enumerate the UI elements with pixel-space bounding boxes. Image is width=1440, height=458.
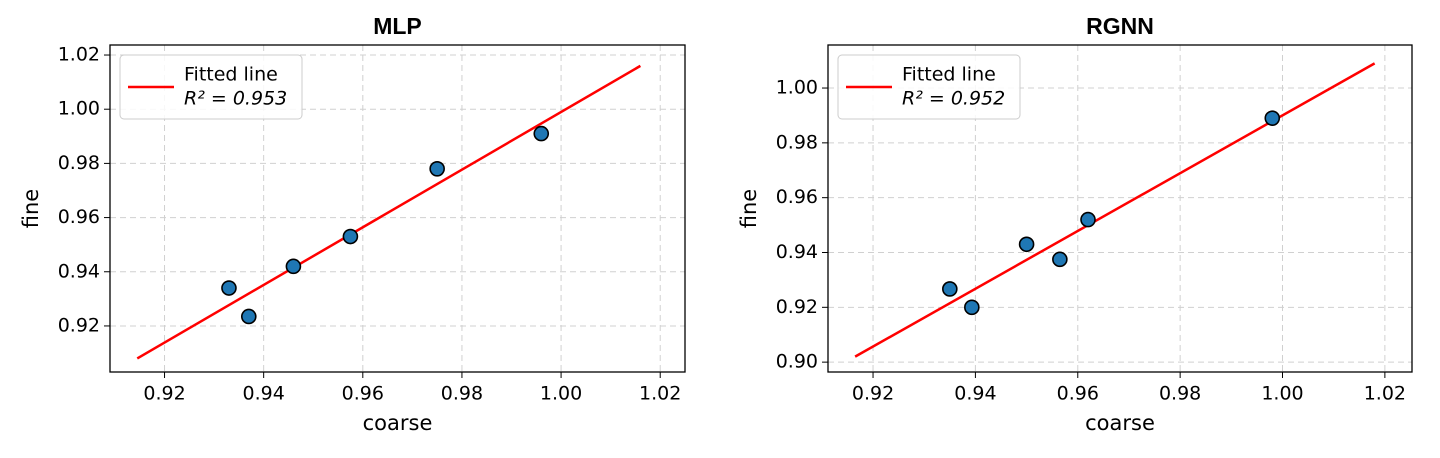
x-tick-label: 0.92 bbox=[852, 383, 894, 405]
fitted-line bbox=[136, 64, 642, 360]
x-tick-label: 0.98 bbox=[441, 383, 483, 405]
x-tick-label: 0.96 bbox=[342, 383, 384, 405]
y-tick-label: 0.92 bbox=[776, 296, 818, 318]
axes-frame bbox=[827, 44, 1413, 373]
scatter-point bbox=[342, 228, 359, 245]
scatter-point bbox=[1052, 251, 1068, 268]
scatter-point bbox=[1080, 211, 1096, 228]
scatter-point bbox=[240, 308, 257, 325]
x-tick-label: 0.98 bbox=[1159, 383, 1201, 405]
x-tick-label: 1.00 bbox=[1261, 383, 1303, 405]
chart-title: MLP bbox=[373, 13, 422, 39]
scatter-point bbox=[942, 281, 958, 297]
legend-note: R² = 0.952 bbox=[902, 88, 1005, 110]
y-tick-label: 0.92 bbox=[58, 314, 100, 336]
x-tick-label: 0.94 bbox=[243, 383, 285, 405]
scatter-point bbox=[429, 161, 445, 177]
legend-box bbox=[837, 54, 1021, 120]
scatter-point bbox=[1264, 110, 1281, 126]
legend-box bbox=[119, 54, 303, 120]
x-tick-label: 0.96 bbox=[1057, 383, 1099, 405]
chart-title: RGNN bbox=[1086, 13, 1154, 39]
x-axis-label: coarse bbox=[1085, 411, 1155, 435]
x-tick-label: 0.92 bbox=[143, 383, 185, 405]
scatter-point bbox=[1018, 236, 1035, 253]
y-tick-label: 0.96 bbox=[58, 206, 100, 228]
x-tick-label: 0.94 bbox=[954, 383, 996, 405]
y-tick-label: 1.02 bbox=[58, 44, 100, 66]
y-tick-label: 1.00 bbox=[776, 77, 818, 99]
legend-note: R² = 0.953 bbox=[184, 88, 287, 110]
legend-label: Fitted line bbox=[902, 64, 996, 86]
x-axis-label: coarse bbox=[363, 411, 433, 435]
x-tick-label: 1.02 bbox=[639, 383, 681, 405]
y-tick-label: 0.94 bbox=[776, 241, 818, 263]
legend-label: Fitted line bbox=[184, 64, 278, 86]
scatter-point bbox=[964, 299, 980, 316]
fitted-line bbox=[854, 62, 1376, 358]
x-tick-label: 1.00 bbox=[540, 383, 582, 405]
axes-frame bbox=[109, 44, 686, 373]
y-tick-label: 0.98 bbox=[58, 152, 100, 174]
y-tick-label: 1.00 bbox=[58, 98, 100, 120]
scatter-point bbox=[533, 125, 550, 142]
y-tick-label: 0.98 bbox=[776, 131, 818, 153]
scatter-point bbox=[285, 258, 302, 275]
scatter-point bbox=[221, 280, 237, 296]
y-tick-label: 0.96 bbox=[776, 186, 818, 208]
y-axis-label: fine bbox=[737, 189, 761, 228]
x-tick-label: 1.02 bbox=[1364, 383, 1406, 405]
y-tick-label: 0.94 bbox=[58, 260, 100, 282]
y-axis-label: fine bbox=[19, 189, 43, 228]
y-tick-label: 0.90 bbox=[776, 351, 818, 373]
